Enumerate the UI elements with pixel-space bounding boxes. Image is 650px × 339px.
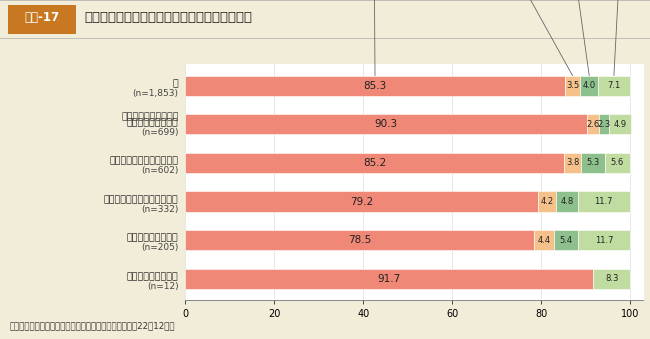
Bar: [185, 230, 534, 250]
Text: 「食べ方への関心度」と「朝食頻度」との関係: 「食べ方への関心度」と「朝食頻度」との関係: [84, 12, 252, 24]
Bar: [534, 230, 554, 250]
Text: 4.4: 4.4: [538, 236, 551, 245]
Text: 4.0: 4.0: [582, 81, 596, 90]
Bar: [556, 192, 578, 212]
Text: 4.2: 4.2: [540, 197, 554, 206]
Text: 2.6: 2.6: [586, 120, 599, 129]
Text: 5.6: 5.6: [610, 158, 624, 167]
Text: 3.5: 3.5: [566, 81, 579, 90]
Text: どちらかとえば関心がある: どちらかとえば関心がある: [110, 157, 179, 165]
Bar: [185, 192, 538, 212]
Text: ほとんど
毎日食べる: ほとんど 毎日食べる: [362, 0, 387, 76]
Text: どちらかといえば関心がない: どちらかといえば関心がない: [104, 195, 179, 204]
Bar: [185, 114, 587, 134]
Text: わ　か　ら　な　い: わ か ら な い: [127, 272, 179, 281]
Text: 関　心　が　あ　る: 関 心 が あ る: [127, 118, 179, 127]
Text: 78.5: 78.5: [348, 235, 372, 245]
Bar: [609, 114, 630, 134]
Bar: [185, 76, 565, 96]
Text: (n=332): (n=332): [141, 205, 179, 214]
Text: 11.7: 11.7: [595, 236, 614, 245]
Bar: [185, 153, 564, 173]
Bar: [538, 192, 556, 212]
Text: 11.7: 11.7: [595, 197, 613, 206]
Text: 週に
4～5日
食べる: 週に 4～5日 食べる: [495, 0, 573, 76]
FancyBboxPatch shape: [8, 5, 76, 34]
Text: 5.4: 5.4: [560, 236, 573, 245]
Bar: [578, 230, 630, 250]
Bar: [593, 269, 630, 289]
Text: 8.3: 8.3: [605, 274, 618, 283]
Bar: [578, 192, 630, 212]
Text: ［食べ方への関心度］: ［食べ方への関心度］: [121, 112, 179, 121]
Bar: [581, 153, 604, 173]
Text: 90.3: 90.3: [374, 119, 398, 129]
Bar: [598, 76, 630, 96]
Bar: [185, 269, 593, 289]
Text: (n=205): (n=205): [141, 243, 179, 252]
Text: (n=12): (n=12): [147, 282, 179, 291]
Text: 4.9: 4.9: [613, 120, 626, 129]
Bar: [604, 153, 630, 173]
Bar: [564, 153, 581, 173]
Text: 85.3: 85.3: [363, 81, 387, 91]
Text: (n=699): (n=699): [141, 127, 179, 137]
Text: 3.8: 3.8: [566, 158, 579, 167]
Text: 91.7: 91.7: [378, 274, 401, 284]
Bar: [565, 76, 580, 96]
Text: 図表-17: 図表-17: [25, 12, 60, 24]
Text: 4.8: 4.8: [560, 197, 573, 206]
Text: (n=602): (n=602): [141, 166, 179, 175]
Text: 5.3: 5.3: [586, 158, 600, 167]
Text: 2.3: 2.3: [597, 120, 610, 129]
Text: (n=1,853): (n=1,853): [133, 89, 179, 98]
Text: 週に
2～3日
食べる: 週に 2～3日 食べる: [562, 0, 589, 76]
Bar: [587, 114, 599, 134]
Bar: [580, 76, 598, 96]
Bar: [554, 230, 578, 250]
Text: ほとんど
食べない: ほとんど 食べない: [609, 0, 629, 76]
Text: 関　心　が　な　い: 関 心 が な い: [127, 234, 179, 243]
Text: 7.1: 7.1: [607, 81, 621, 90]
Bar: [599, 114, 609, 134]
Text: 85.2: 85.2: [363, 158, 386, 168]
Text: 79.2: 79.2: [350, 197, 373, 206]
Text: 資料：内閣府「食育の現状と意識に関する調査」（平成22年12月）: 資料：内閣府「食育の現状と意識に関する調査」（平成22年12月）: [10, 321, 176, 331]
Text: 総: 総: [173, 79, 179, 88]
